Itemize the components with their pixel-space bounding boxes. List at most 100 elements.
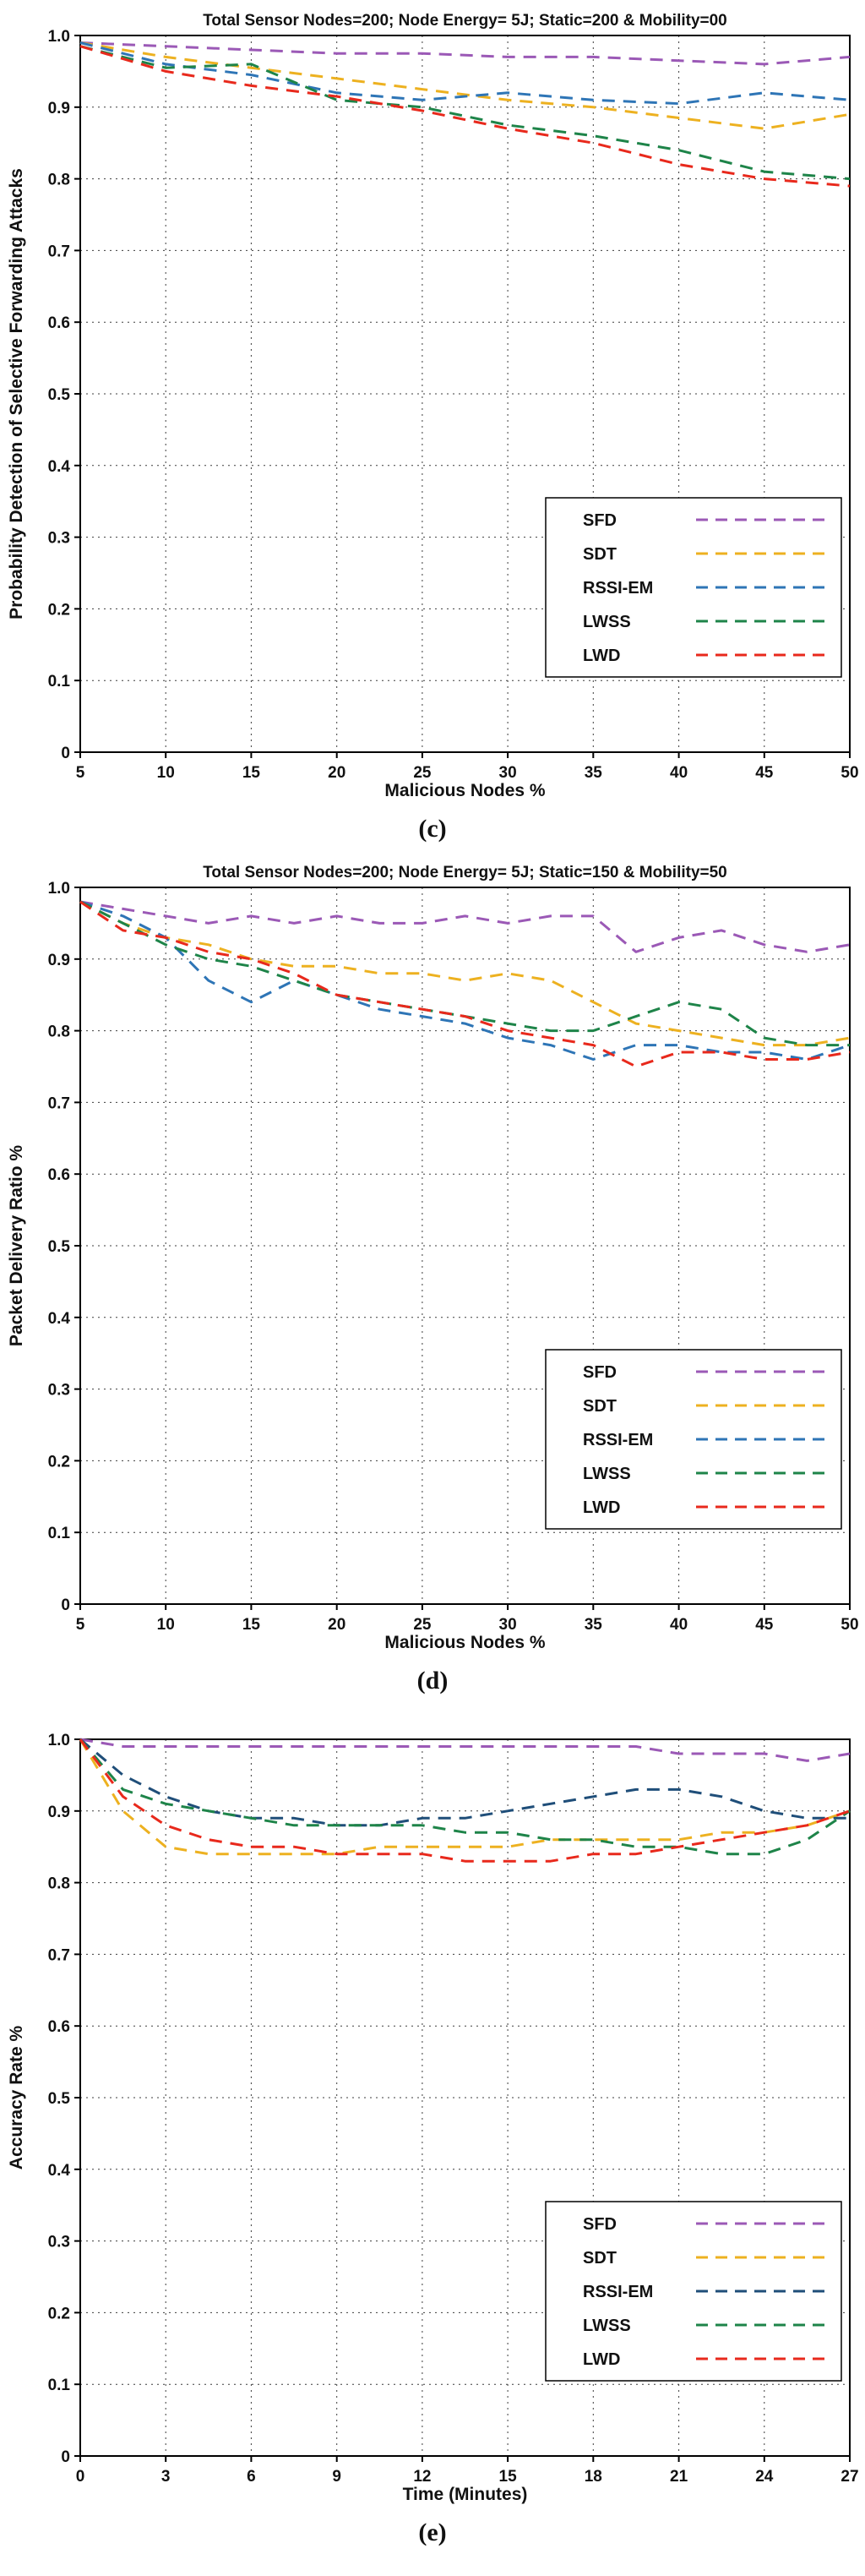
series-LWD [79,45,851,188]
y-axis-label: Accuracy Rate % [7,2025,26,2169]
svg-text:0.4: 0.4 [48,1310,71,1328]
svg-text:0: 0 [76,2468,85,2486]
svg-text:0.2: 0.2 [48,1453,70,1471]
chart-c-caption: (c) [418,815,447,843]
series-LWD [79,1738,851,1863]
y-axis-ticks: 0 0.1 0.2 0.3 0.4 0.5 0.6 0.7 0.8 0.9 1.0 [48,28,80,762]
legend-label-LWD: LWD [583,1498,620,1517]
chart-title: Total Sensor Nodes=200; Node Energy= 5J;… [203,12,727,30]
svg-text:18: 18 [585,2468,602,2486]
legend-label-SFD: SFD [583,511,617,530]
svg-text:40: 40 [670,764,688,782]
svg-text:5: 5 [76,764,85,782]
legend: SFD SDT RSSI-EM LWSS LWD [545,2201,842,2382]
legend-label-SDT: SDT [583,545,617,564]
svg-text:40: 40 [670,1616,688,1634]
svg-text:10: 10 [157,764,175,782]
legend-label-LWSS: LWSS [583,613,631,631]
chart-e-figure: 0 3 6 9 12 15 18 21 24 27 0 0.1 0.2 0.3 0.4 0.5 0.6 0.7 0.… [0,1709,865,2561]
x-axis-ticks: 0 3 6 9 12 15 18 21 24 27 [76,2456,859,2486]
series-SFD [79,41,851,66]
svg-text:35: 35 [585,764,603,782]
chart-e-caption: (e) [418,2519,447,2546]
svg-text:0.7: 0.7 [48,1094,70,1112]
svg-text:6: 6 [247,2468,256,2486]
legend: SFD SDT RSSI-EM LWSS LWD [545,1349,842,1530]
legend-label-LWD: LWD [583,2350,620,2369]
svg-text:50: 50 [841,764,858,782]
svg-text:0.2: 0.2 [48,601,70,619]
x-axis-label: Malicious Nodes % [384,781,546,800]
svg-text:0.8: 0.8 [48,1023,70,1041]
series-lines [79,41,851,188]
svg-text:15: 15 [499,2468,518,2486]
series-LWD [79,900,851,1068]
svg-text:0.1: 0.1 [48,2377,71,2394]
legend-label-LWSS: LWSS [583,1465,631,1483]
svg-text:0.5: 0.5 [48,2090,71,2108]
svg-text:50: 50 [841,1616,858,1634]
series-SFD [79,900,851,953]
svg-text:0.6: 0.6 [48,314,70,332]
series-RSSI-EM [79,41,851,106]
svg-text:1.0: 1.0 [48,880,70,898]
svg-text:10: 10 [157,1616,175,1634]
chart-c-figure: 5 10 15 20 25 30 35 40 45 50 0 0.1 0.2 0.3 0.4 0.5 0.6 0.… [0,5,865,857]
legend-label-RSSI-EM: RSSI-EM [583,2283,653,2301]
line-chart-c: 5 10 15 20 25 30 35 40 45 50 0 0.1 0.2 0.3 0.4 0.5 0.6 0.… [7,12,859,800]
x-axis-ticks: 5 10 15 20 25 30 35 40 45 50 [76,752,859,782]
series-RSSI-EM [79,1738,850,1827]
series-LWSS [79,1738,851,1856]
series-lines [79,1738,851,1863]
legend-label-LWD: LWD [583,647,620,665]
svg-text:0.3: 0.3 [48,2234,70,2251]
legend-label-RSSI-EM: RSSI-EM [583,1431,653,1449]
svg-text:0.5: 0.5 [48,386,71,404]
y-axis-ticks: 0 0.1 0.2 0.3 0.4 0.5 0.6 0.7 0.8 0.9 1.0 [48,880,80,1614]
legend-label-SDT: SDT [583,1397,617,1416]
svg-text:0.1: 0.1 [48,1525,71,1542]
svg-text:0.4: 0.4 [48,2162,71,2180]
legend-label-SFD: SFD [583,1363,617,1382]
svg-text:25: 25 [413,1616,432,1634]
svg-text:25: 25 [413,764,432,782]
series-LWSS [79,45,851,181]
svg-text:0.7: 0.7 [48,1946,70,1964]
x-axis-label: Time (Minutes) [403,2485,528,2504]
svg-text:0.4: 0.4 [48,458,71,476]
svg-text:0.9: 0.9 [48,952,70,969]
series-RSSI-EM [79,900,851,1061]
series-SDT [79,1738,851,1856]
chart-title: Total Sensor Nodes=200; Node Energy= 5J;… [203,864,727,881]
svg-text:21: 21 [670,2468,688,2486]
svg-text:0.8: 0.8 [48,172,70,189]
svg-text:0.8: 0.8 [48,1875,70,1893]
svg-text:0.9: 0.9 [48,100,70,117]
series-SFD [79,1738,851,1762]
svg-text:0: 0 [61,1596,70,1614]
svg-text:0.6: 0.6 [48,2018,70,2036]
legend-label-SFD: SFD [583,2215,617,2234]
svg-text:15: 15 [242,1616,261,1634]
legend-label-RSSI-EM: RSSI-EM [583,579,653,598]
svg-text:0.9: 0.9 [48,1804,70,1821]
svg-text:35: 35 [585,1616,603,1634]
line-chart-d: 5 10 15 20 25 30 35 40 45 50 0 0.1 0.2 0.3 0.4 0.5 0.6 0.… [7,864,859,1652]
svg-text:24: 24 [755,2468,774,2486]
svg-text:0.3: 0.3 [48,530,70,548]
y-axis-label: Packet Delivery Ratio % [7,1145,26,1346]
svg-text:0: 0 [61,745,70,762]
svg-text:0.6: 0.6 [48,1166,70,1184]
svg-text:12: 12 [413,2468,431,2486]
svg-text:0.3: 0.3 [48,1382,70,1400]
svg-text:45: 45 [755,764,774,782]
svg-text:27: 27 [841,2468,858,2486]
svg-text:9: 9 [332,2468,341,2486]
y-axis-label: Probability Detection of Selective Forwa… [7,168,26,619]
line-chart-e: 0 3 6 9 12 15 18 21 24 27 0 0.1 0.2 0.3 0.4 0.5 0.6 0.7 0.… [7,1732,859,2504]
chart-d-caption: (d) [416,1667,449,1695]
svg-text:1.0: 1.0 [48,1732,70,1749]
legend-label-LWSS: LWSS [583,2317,631,2335]
svg-text:1.0: 1.0 [48,28,70,46]
